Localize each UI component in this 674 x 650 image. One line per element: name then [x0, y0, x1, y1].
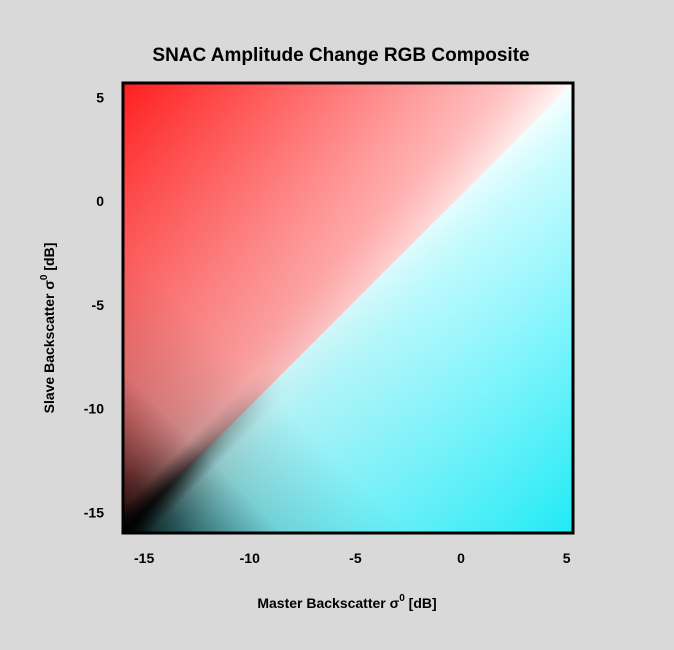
x-tick-label: -10: [240, 550, 260, 566]
x-axis-ticks: -15 -10 -5 0 5: [134, 550, 571, 566]
y-axis-label: Slave Backscatter σ0 [dB]: [39, 243, 57, 414]
x-axis-label-text: Master Backscatter σ: [257, 595, 399, 611]
x-axis-label-unit: [dB]: [405, 595, 437, 611]
y-tick-label: -5: [92, 297, 105, 313]
y-axis-label-unit: [dB]: [41, 243, 57, 275]
y-axis-label-superscript: 0: [39, 274, 50, 280]
y-tick-label: 0: [96, 193, 104, 209]
x-tick-label: 5: [563, 550, 571, 566]
y-tick-label: -15: [84, 504, 104, 520]
x-tick-label: -5: [349, 550, 362, 566]
x-tick-label: -15: [134, 550, 154, 566]
x-axis-label: Master Backscatter σ0 [dB]: [257, 593, 436, 611]
chart-title: SNAC Amplitude Change RGB Composite: [152, 45, 529, 66]
y-tick-label: 5: [96, 90, 104, 106]
plot-frame: [121, 81, 575, 535]
diagonal-band: [123, 83, 573, 533]
y-tick-label: -10: [84, 401, 104, 417]
y-axis-ticks: -15 -10 -5 0 5: [84, 90, 104, 521]
heatmap-area: [123, 83, 573, 533]
y-axis-label-text: Slave Backscatter σ: [41, 280, 57, 414]
x-tick-label: 0: [457, 550, 465, 566]
x-axis-label-superscript: 0: [399, 593, 405, 604]
